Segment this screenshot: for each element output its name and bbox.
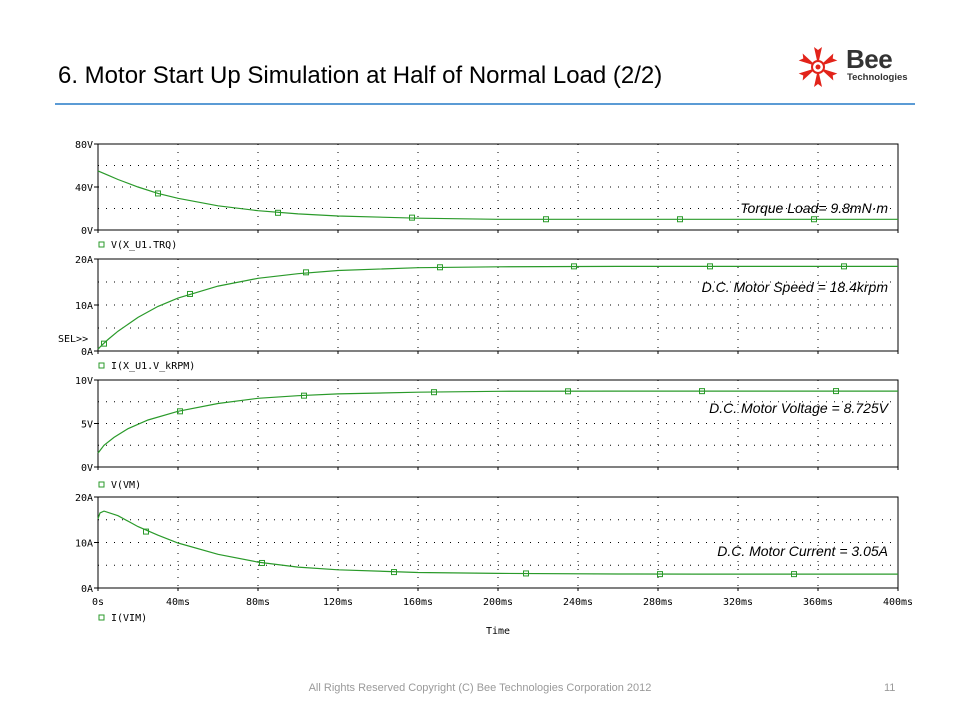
series-line: [97, 170, 898, 220]
y-tick-label: 20A: [75, 493, 93, 504]
x-tick-label: 360ms: [803, 597, 833, 608]
legend-marker: [98, 241, 105, 248]
data-marker: [301, 392, 307, 399]
y-tick-label: 0A: [81, 347, 93, 358]
y-tick-label: 10A: [75, 539, 93, 550]
data-marker: [259, 559, 265, 566]
data-marker: [791, 571, 797, 578]
value-annotation: D.C. Motor Current = 3.05A: [717, 543, 888, 559]
page-number: 11: [884, 682, 896, 694]
x-tick-label: 120ms: [323, 597, 353, 608]
series-line: [97, 390, 898, 454]
x-tick-label: 280ms: [643, 597, 673, 608]
y-tick-label: 10V: [75, 376, 93, 387]
data-marker: [571, 263, 577, 270]
x-tick-label: 320ms: [723, 597, 753, 608]
data-marker: [409, 214, 415, 221]
data-marker: [833, 388, 839, 395]
x-tick-label: 160ms: [403, 597, 433, 608]
page-title: 6. Motor Start Up Simulation at Half of …: [58, 62, 663, 89]
logo-subtitle: Technologies: [847, 72, 908, 83]
data-marker: [523, 570, 529, 577]
y-tick-label: 40V: [75, 183, 93, 194]
data-marker: [187, 290, 193, 297]
data-marker: [699, 388, 705, 395]
legend-label: V(X_U1.TRQ): [111, 240, 177, 251]
legend-marker: [98, 362, 105, 369]
data-marker: [841, 263, 847, 270]
series-line: [97, 510, 898, 575]
data-marker: [275, 209, 281, 216]
y-tick-label: 0V: [81, 226, 93, 237]
x-tick-label: 200ms: [483, 597, 513, 608]
data-marker: [543, 216, 549, 223]
data-marker: [143, 528, 149, 535]
y-tick-label: 0A: [81, 584, 93, 595]
y-tick-label: 10A: [75, 301, 93, 312]
logo-wordmark: Bee: [846, 44, 893, 74]
y-tick-label: 80V: [75, 140, 93, 151]
data-marker: [437, 264, 443, 271]
x-tick-label: 0s: [92, 597, 104, 608]
data-marker: [101, 340, 107, 347]
data-marker: [565, 388, 571, 395]
title-divider: [55, 103, 915, 105]
data-marker: [657, 571, 663, 578]
data-marker: [431, 389, 437, 396]
data-marker: [391, 569, 397, 576]
x-tick-label: 400ms: [883, 597, 913, 608]
bee-logo-icon: [798, 47, 838, 87]
sel-marker-label: SEL>>: [58, 334, 88, 345]
legend-label: I(VIM): [111, 613, 147, 624]
x-tick-label: 240ms: [563, 597, 593, 608]
value-annotation: D.C. Motor Voltage = 8.725V: [709, 400, 890, 416]
data-marker: [811, 216, 817, 223]
data-marker: [177, 408, 183, 415]
value-annotation: D.C. Motor Speed = 18.4krpm: [702, 279, 889, 295]
x-tick-label: 40ms: [166, 597, 190, 608]
y-tick-label: 0V: [81, 463, 93, 474]
data-marker: [707, 263, 713, 270]
x-tick-label: 80ms: [246, 597, 270, 608]
x-axis-title: Time: [486, 626, 510, 637]
footer-copyright: All Rights Reserved Copyright (C) Bee Te…: [308, 682, 652, 694]
value-annotation: Torque Load= 9.8mN·m: [740, 200, 888, 216]
legend-label: I(X_U1.V_kRPM): [111, 361, 195, 372]
data-marker: [303, 269, 309, 276]
company-logo: Bee Technologies: [794, 44, 916, 90]
legend-label: V(VM): [111, 480, 141, 491]
legend-marker: [98, 481, 105, 488]
y-tick-label: 20A: [75, 255, 93, 266]
legend-marker: [98, 614, 105, 621]
data-marker: [677, 216, 683, 223]
series-line: [97, 265, 898, 350]
y-tick-label: 5V: [81, 420, 93, 431]
data-marker: [155, 190, 161, 197]
